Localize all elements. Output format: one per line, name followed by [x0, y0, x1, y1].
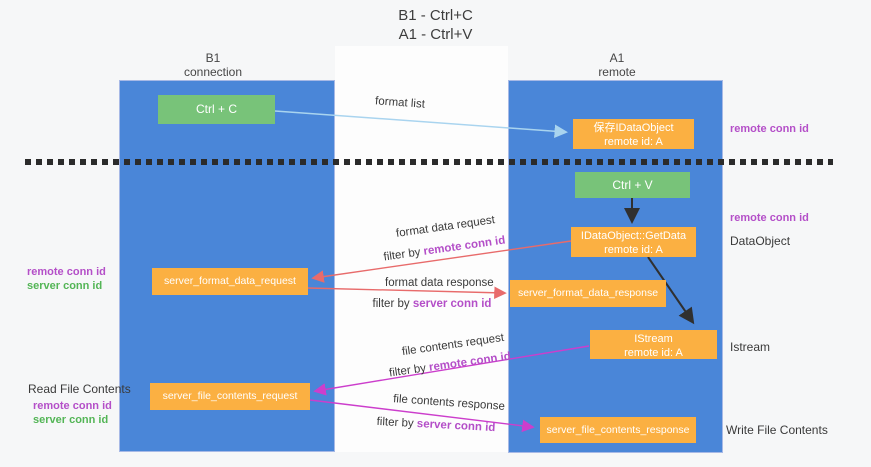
save-idataobject-title: 保存IDataObject — [593, 122, 674, 134]
getdata-remote-id: remote id: A — [604, 244, 663, 256]
save-idataobject-box: 保存IDataObject remote id: A — [573, 119, 694, 149]
server-format-data-request-box: server_format_data_request — [152, 268, 308, 295]
dataobject-label: DataObject — [730, 234, 791, 248]
right-column-name: A1 — [609, 51, 625, 65]
left-conn-id-group-2: remote conn id server conn id — [33, 399, 112, 427]
istream-remote-id: remote id: A — [624, 347, 683, 359]
right-column-header: A1 remote — [537, 51, 697, 79]
server-conn-id-left-2: server conn id — [33, 414, 109, 426]
remote-conn-id-left-1: remote conn id — [27, 266, 106, 278]
remote-conn-id-label-top: remote conn id — [730, 123, 809, 135]
title-line-2: A1 - Ctrl+V — [398, 26, 473, 43]
right-column-role: remote — [598, 65, 636, 79]
diagram-title: B1 - Ctrl+C A1 - Ctrl+V — [0, 6, 871, 44]
remote-conn-id-left-2: remote conn id — [33, 400, 112, 412]
left-column-header: B1 connection — [133, 51, 293, 79]
ctrl-c-box: Ctrl + C — [158, 95, 275, 124]
istream-side-label: Istream — [730, 340, 771, 354]
istream-title: IStream — [634, 333, 673, 345]
copy-paste-divider-dashed-line — [25, 159, 833, 165]
getdata-title: IDataObject::GetData — [580, 230, 687, 242]
remote-conn-id-label-mid: remote conn id — [730, 212, 809, 224]
filter-value-2: server conn id — [412, 298, 492, 310]
ctrl-v-box: Ctrl + V — [575, 172, 690, 198]
format-data-response-label: format data response — [385, 277, 494, 289]
write-file-contents-label: Write File Contents — [726, 423, 828, 437]
left-column-name: B1 — [205, 51, 221, 65]
title-line-1: B1 - Ctrl+C — [398, 7, 473, 24]
left-column-role: connection — [183, 65, 243, 79]
read-file-contents-label: Read File Contents — [28, 382, 131, 396]
server-conn-id-left-1: server conn id — [27, 280, 103, 292]
server-file-contents-request-box: server_file_contents_request — [150, 383, 310, 410]
server-file-contents-response-box: server_file_contents_response — [540, 417, 696, 443]
istream-box: IStream remote id: A — [590, 330, 717, 359]
filter-by-text-2: filter by — [372, 298, 413, 310]
idataobject-getdata-box: IDataObject::GetData remote id: A — [571, 227, 696, 257]
server-format-data-response-box: server_format_data_response — [510, 280, 666, 307]
format-data-response-filter-label: filter by server conn id — [372, 298, 492, 310]
save-idataobject-remote-id: remote id: A — [604, 136, 663, 148]
filter-by-text-4: filter by — [376, 415, 418, 430]
left-conn-id-group-1: remote conn id server conn id — [27, 265, 106, 293]
